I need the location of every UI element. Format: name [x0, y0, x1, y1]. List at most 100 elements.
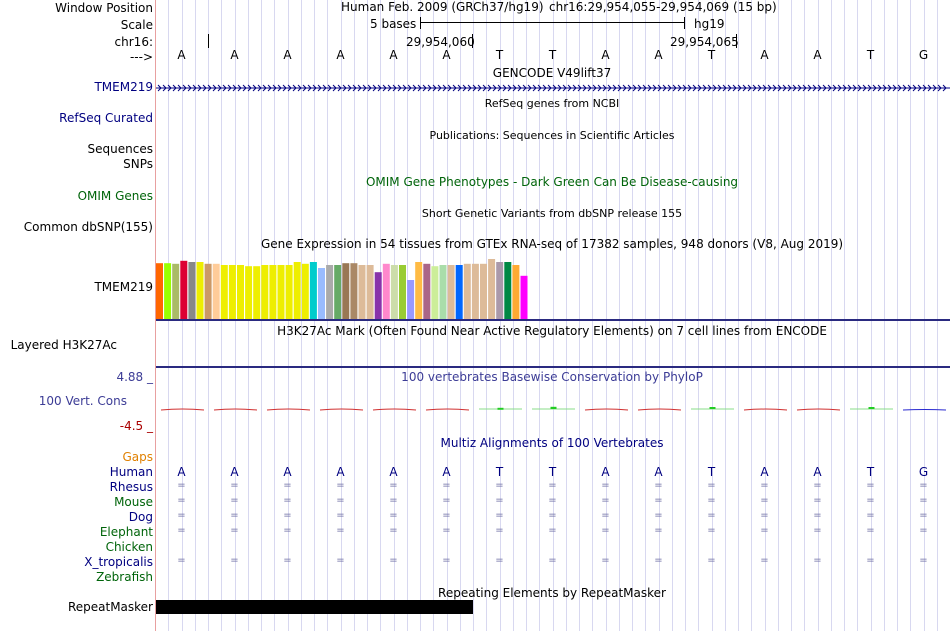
gtex-tissue-bar[interactable]: [447, 265, 455, 319]
phylop-min-label: -4.5 _: [119, 419, 153, 433]
gtex-tissue-bar[interactable]: [301, 263, 309, 319]
gtex-tissue-bar[interactable]: [431, 266, 439, 319]
track-label-refseq[interactable]: RefSeq Curated: [59, 111, 153, 125]
track-label-omim[interactable]: OMIM Genes: [77, 189, 153, 203]
gtex-tissue-bar[interactable]: [471, 263, 479, 319]
gtex-tissue-bar[interactable]: [439, 265, 447, 319]
strand-chevron: [922, 84, 927, 92]
track-label-snps[interactable]: SNPs: [123, 157, 153, 171]
gtex-tissue-bar[interactable]: [358, 265, 366, 319]
track-label-publications[interactable]: Sequences: [87, 142, 153, 156]
gtex-tissue-bar[interactable]: [374, 272, 382, 319]
species-label[interactable]: Mouse: [114, 495, 153, 509]
gtex-tissue-bar[interactable]: [423, 263, 431, 319]
gtex-tissue-bar[interactable]: [407, 280, 415, 319]
strand-chevron: [887, 84, 892, 92]
strand-chevron: [392, 84, 397, 92]
gtex-tissue-bar[interactable]: [366, 265, 374, 319]
gtex-tissue-bar[interactable]: [350, 263, 358, 319]
track-label-gtex[interactable]: TMEM219: [94, 280, 153, 294]
strand-chevron: [312, 84, 317, 92]
phylop-wiggle[interactable]: [156, 400, 950, 420]
strand-chevron: [212, 84, 217, 92]
strand-chevron: [837, 84, 842, 92]
alignment-match: =: [601, 525, 610, 536]
alignment-match: =: [919, 555, 928, 566]
gtex-tissue-bar[interactable]: [261, 265, 269, 319]
alignment-match: =: [336, 510, 345, 521]
strand-chevron: [707, 84, 712, 92]
track-label-h3k27ac[interactable]: Layered H3K27Ac: [10, 338, 117, 352]
gtex-tissue-bar[interactable]: [220, 265, 228, 319]
reference-base: T: [495, 48, 504, 62]
strand-chevron: [442, 84, 447, 92]
human-base: A: [336, 465, 345, 479]
gtex-tissue-bar[interactable]: [228, 265, 236, 319]
species-label[interactable]: Zebrafish: [96, 570, 153, 584]
gtex-tissue-bar[interactable]: [245, 266, 253, 319]
species-label[interactable]: Human: [109, 465, 153, 479]
gtex-tissue-bar[interactable]: [204, 263, 212, 319]
gtex-tissue-bar[interactable]: [253, 266, 261, 319]
reference-base: G: [918, 48, 929, 62]
track-label-repeatmasker[interactable]: RepeatMasker: [67, 600, 153, 614]
gtex-tissue-bar[interactable]: [277, 265, 285, 319]
gtex-tissue-bar[interactable]: [496, 262, 504, 319]
gtex-tissue-bar[interactable]: [196, 262, 204, 319]
gtex-expression-chart[interactable]: [156, 251, 536, 319]
gtex-tissue-bar[interactable]: [309, 262, 317, 319]
gtex-tissue-bar[interactable]: [172, 263, 180, 319]
species-label[interactable]: Dog: [128, 510, 153, 524]
strand-chevron: [557, 84, 562, 92]
gtex-tissue-bar[interactable]: [504, 262, 512, 319]
gtex-tissue-bar[interactable]: [318, 268, 325, 319]
species-label[interactable]: Elephant: [99, 525, 153, 539]
gtex-tissue-bar[interactable]: [415, 262, 423, 319]
grid-line: [446, 0, 448, 631]
gtex-tissue-bar[interactable]: [520, 275, 528, 319]
strand-chevron: [262, 84, 267, 92]
gtex-tissue-bar[interactable]: [212, 263, 220, 319]
species-label[interactable]: Chicken: [105, 540, 153, 554]
gtex-tissue-bar[interactable]: [334, 265, 342, 319]
gtex-tissue-bar[interactable]: [156, 263, 163, 319]
strand-chevron: [302, 84, 307, 92]
gtex-tissue-bar[interactable]: [390, 265, 398, 319]
gtex-tissue-bar[interactable]: [399, 265, 406, 319]
alignment-match: =: [654, 480, 663, 491]
track-label-gencode[interactable]: TMEM219: [94, 80, 153, 94]
gtex-tissue-bar[interactable]: [237, 265, 244, 319]
alignment-match: =: [230, 495, 239, 506]
gtex-tissue-bar[interactable]: [455, 265, 463, 319]
alignment-match: =: [601, 510, 610, 521]
gtex-tissue-bar[interactable]: [180, 260, 188, 319]
gtex-tissue-bar[interactable]: [342, 263, 350, 319]
gtex-tissue-bar[interactable]: [285, 265, 293, 319]
gtex-tissue-bar[interactable]: [382, 263, 390, 319]
grid-line: [777, 0, 779, 631]
gtex-tissue-bar[interactable]: [164, 263, 172, 319]
gencode-gene-feature[interactable]: [156, 82, 950, 94]
gtex-tissue-bar[interactable]: [480, 263, 487, 319]
track-label-dbsnp[interactable]: Common dbSNP(155): [23, 220, 153, 234]
strand-chevron: [897, 84, 902, 92]
repeatmasker-element[interactable]: [156, 600, 473, 614]
gtex-tissue-bar[interactable]: [188, 262, 196, 319]
strand-chevron: [482, 84, 487, 92]
alignment-match: =: [548, 480, 557, 491]
strand-chevron: [732, 84, 737, 92]
species-label[interactable]: X_tropicalis: [84, 555, 153, 569]
reference-base: A: [601, 48, 610, 62]
gtex-tissue-bar[interactable]: [269, 265, 277, 319]
strand-chevron: [667, 84, 672, 92]
gtex-tissue-bar[interactable]: [293, 262, 301, 319]
gtex-tissue-bar[interactable]: [326, 265, 334, 319]
human-base: A: [813, 465, 822, 479]
strand-chevron: [747, 84, 752, 92]
track-label-phylop[interactable]: 100 Vert. Cons: [38, 394, 127, 408]
gtex-tissue-bar[interactable]: [463, 263, 471, 319]
gtex-tissue-bar[interactable]: [488, 259, 496, 319]
gtex-tissue-bar[interactable]: [512, 265, 520, 319]
species-label[interactable]: Rhesus: [109, 480, 153, 494]
